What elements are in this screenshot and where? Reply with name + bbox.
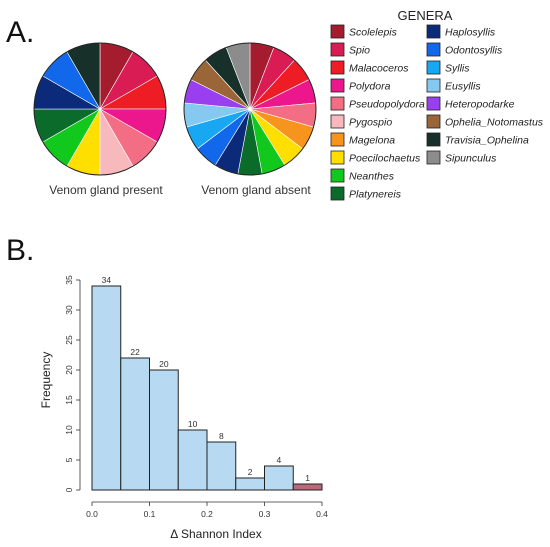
histogram-bar-label-7: 1 [305, 473, 310, 483]
histogram-bar-3 [177, 429, 208, 491]
legend-swatch-odontosyllis [426, 42, 441, 57]
y-tick-label-2: 10 [64, 425, 74, 435]
legend-swatch-sipunculus [426, 150, 441, 165]
genera-legend: GENERA Scolelepis Spio Malacoceros Polydora… [330, 8, 544, 201]
legend-label-syllis: Syllis [445, 63, 470, 75]
legend-label-pseudopolydora: Pseudopolydora [349, 99, 425, 111]
histogram-bar-1 [120, 357, 150, 491]
pie-caption-present: Venom gland present [49, 183, 163, 197]
legend-label-neanthes: Neanthes [349, 171, 395, 183]
legend-swatch-eusyllis [426, 78, 441, 93]
legend-label-spio: Spio [349, 45, 370, 57]
legend-label-scolelepis: Scolelepis [349, 27, 398, 39]
histogram-bar-6 [264, 465, 294, 491]
y-tick-label-5: 25 [64, 335, 74, 345]
legend-swatch-platynereis [330, 186, 345, 201]
x-tick-label-3: 0.3 [259, 509, 271, 519]
y-axis-label: Frequency [39, 352, 53, 409]
pie1-outline [33, 42, 167, 176]
y-tick-label-4: 20 [64, 365, 74, 375]
legend-swatch-haplosyllis [426, 24, 441, 39]
histogram-bar-4 [206, 441, 237, 491]
pie-venom-absent [183, 42, 317, 176]
x-tick-label-0: 0.0 [86, 509, 98, 519]
legend-label-travisia-ophelina: Travisia_Ophelina [445, 135, 529, 147]
histogram-bar-0 [91, 285, 122, 491]
histogram: Δ Shannon Index Frequency 34222010824105… [39, 275, 328, 541]
histogram-bar-7 [292, 483, 323, 491]
y-tick-label-6: 30 [64, 305, 74, 315]
histogram-bar-label-3: 10 [188, 419, 198, 429]
pie-caption-absent: Venom gland absent [201, 183, 311, 197]
legend-label-malacoceros: Malacoceros [349, 63, 409, 75]
panel-a-label: A. [6, 16, 34, 49]
legend-swatch-pseudopolydora [330, 96, 345, 111]
legend-label-odontosyllis: Odontosyllis [445, 45, 503, 57]
legend-swatch-magelona [330, 132, 345, 147]
legend-swatch-scolelepis [330, 24, 345, 39]
histogram-bar-label-2: 20 [159, 359, 169, 369]
y-tick-label-0: 0 [64, 487, 74, 492]
pie-venom-present [33, 42, 167, 176]
legend-label-eusyllis: Eusyllis [445, 81, 481, 93]
x-tick-label-2: 0.2 [201, 509, 213, 519]
histogram-bar-label-4: 8 [219, 431, 224, 441]
legend-label-sipunculus: Sipunculus [445, 153, 497, 165]
legend-label-heteropodarke: Heteropodarke [445, 99, 515, 111]
legend-label-poecilochaetus: Poecilochaetus [349, 153, 421, 165]
legend-label-pygospio: Pygospio [349, 117, 392, 129]
legend-swatch-spio [330, 42, 345, 57]
legend-label-polydora: Polydora [349, 81, 391, 93]
x-tick-label-4: 0.4 [316, 509, 328, 519]
x-axis-label: Δ Shannon Index [170, 527, 261, 541]
legend-swatch-polydora [330, 78, 345, 93]
legend-label-platynereis: Platynereis [349, 189, 402, 201]
legend-swatch-pygospio [330, 114, 345, 129]
histogram-bar-label-5: 2 [248, 467, 253, 477]
histogram-bar-2 [149, 369, 179, 491]
legend-swatch-malacoceros [330, 60, 345, 75]
legend-label-ophelia-notomastus: Ophelia_Notomastus [445, 117, 544, 129]
legend-swatch-neanthes [330, 168, 345, 183]
histogram-bar-label-6: 4 [277, 455, 282, 465]
y-tick-label-1: 5 [64, 457, 74, 462]
legend-swatch-syllis [426, 60, 441, 75]
histogram-bar-label-0: 34 [102, 275, 112, 285]
histogram-bar-label-1: 22 [130, 347, 140, 357]
y-tick-label-7: 35 [64, 275, 74, 285]
legend-swatch-travisia-ophelina [426, 132, 441, 147]
x-tick-label-1: 0.1 [144, 509, 156, 519]
legend-label-haplosyllis: Haplosyllis [445, 27, 496, 39]
legend-label-magelona: Magelona [349, 135, 395, 147]
legend-swatch-poecilochaetus [330, 150, 345, 165]
y-tick-label-3: 15 [64, 395, 74, 405]
panel-b-label: B. [6, 234, 34, 267]
histogram-bar-5 [235, 477, 265, 491]
legend-title: GENERA [398, 8, 453, 23]
pie2-outline [183, 42, 317, 176]
legend-swatch-heteropodarke [426, 96, 441, 111]
legend-swatch-ophelia-notomastus [426, 114, 441, 129]
